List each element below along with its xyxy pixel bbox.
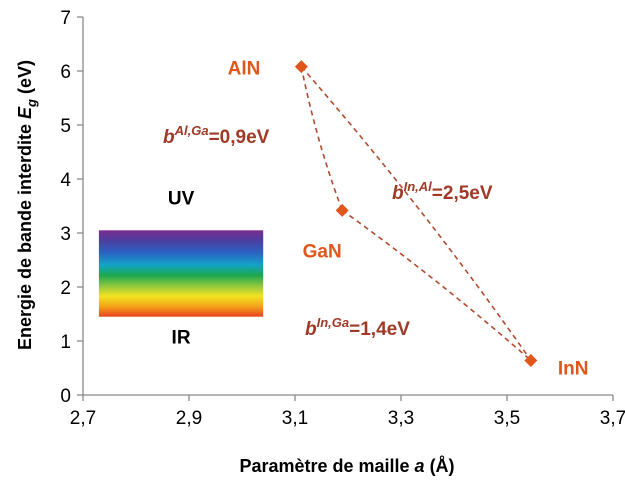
bowing-curve: [300, 66, 532, 361]
bowing-curve: [300, 66, 343, 211]
plot-area: [82, 17, 613, 396]
bowing-curve: [341, 209, 532, 362]
y-tick-label: 0: [60, 386, 71, 407]
bowing-label-al-ga: bAl,Ga=0,9eV: [163, 123, 270, 148]
point-label-aln: AlN: [228, 59, 261, 80]
y-tick-label: 2: [60, 278, 71, 299]
point-labels: AlN GaN InN: [228, 59, 589, 380]
x-tick-label: 2,7: [70, 408, 96, 429]
data-point-inn: [524, 353, 538, 367]
data-point-gan: [335, 203, 349, 217]
uv-label: UV: [168, 188, 195, 209]
data-markers: [294, 60, 538, 367]
x-tick-label: 2,9: [176, 408, 202, 429]
x-axis-ticks: 2,7 2,9 3,1 3,3 3,5 3,7: [70, 395, 625, 429]
data-point-aln: [294, 60, 308, 74]
y-tick-label: 4: [60, 170, 71, 191]
y-tick-label: 1: [60, 332, 71, 353]
bowing-label-in-ga: bIn,Ga=1,4eV: [305, 315, 410, 340]
x-tick-label: 3,7: [600, 408, 625, 429]
y-tick-label: 3: [60, 224, 71, 245]
y-tick-label: 6: [60, 62, 71, 83]
ir-label: IR: [172, 328, 191, 349]
y-tick-label: 5: [60, 116, 71, 137]
point-label-gan: GaN: [303, 241, 342, 262]
bowing-label-in-al: bIn,Al=2,5eV: [392, 179, 493, 204]
y-tick-label: 7: [60, 8, 71, 29]
y-axis-ticks: 0 1 2 3 4 5 6 7: [60, 8, 83, 407]
x-axis-title: Paramètre de maille a (Å): [239, 456, 454, 476]
y-axis-title: Energie de bande interdite Eg (eV): [15, 60, 39, 350]
x-tick-label: 3,5: [494, 408, 520, 429]
x-tick-label: 3,1: [282, 408, 308, 429]
spectrum-gradient: [98, 230, 264, 317]
bowing-curves: [300, 66, 532, 362]
point-label-inn: InN: [558, 358, 589, 379]
x-tick-label: 3,3: [388, 408, 414, 429]
